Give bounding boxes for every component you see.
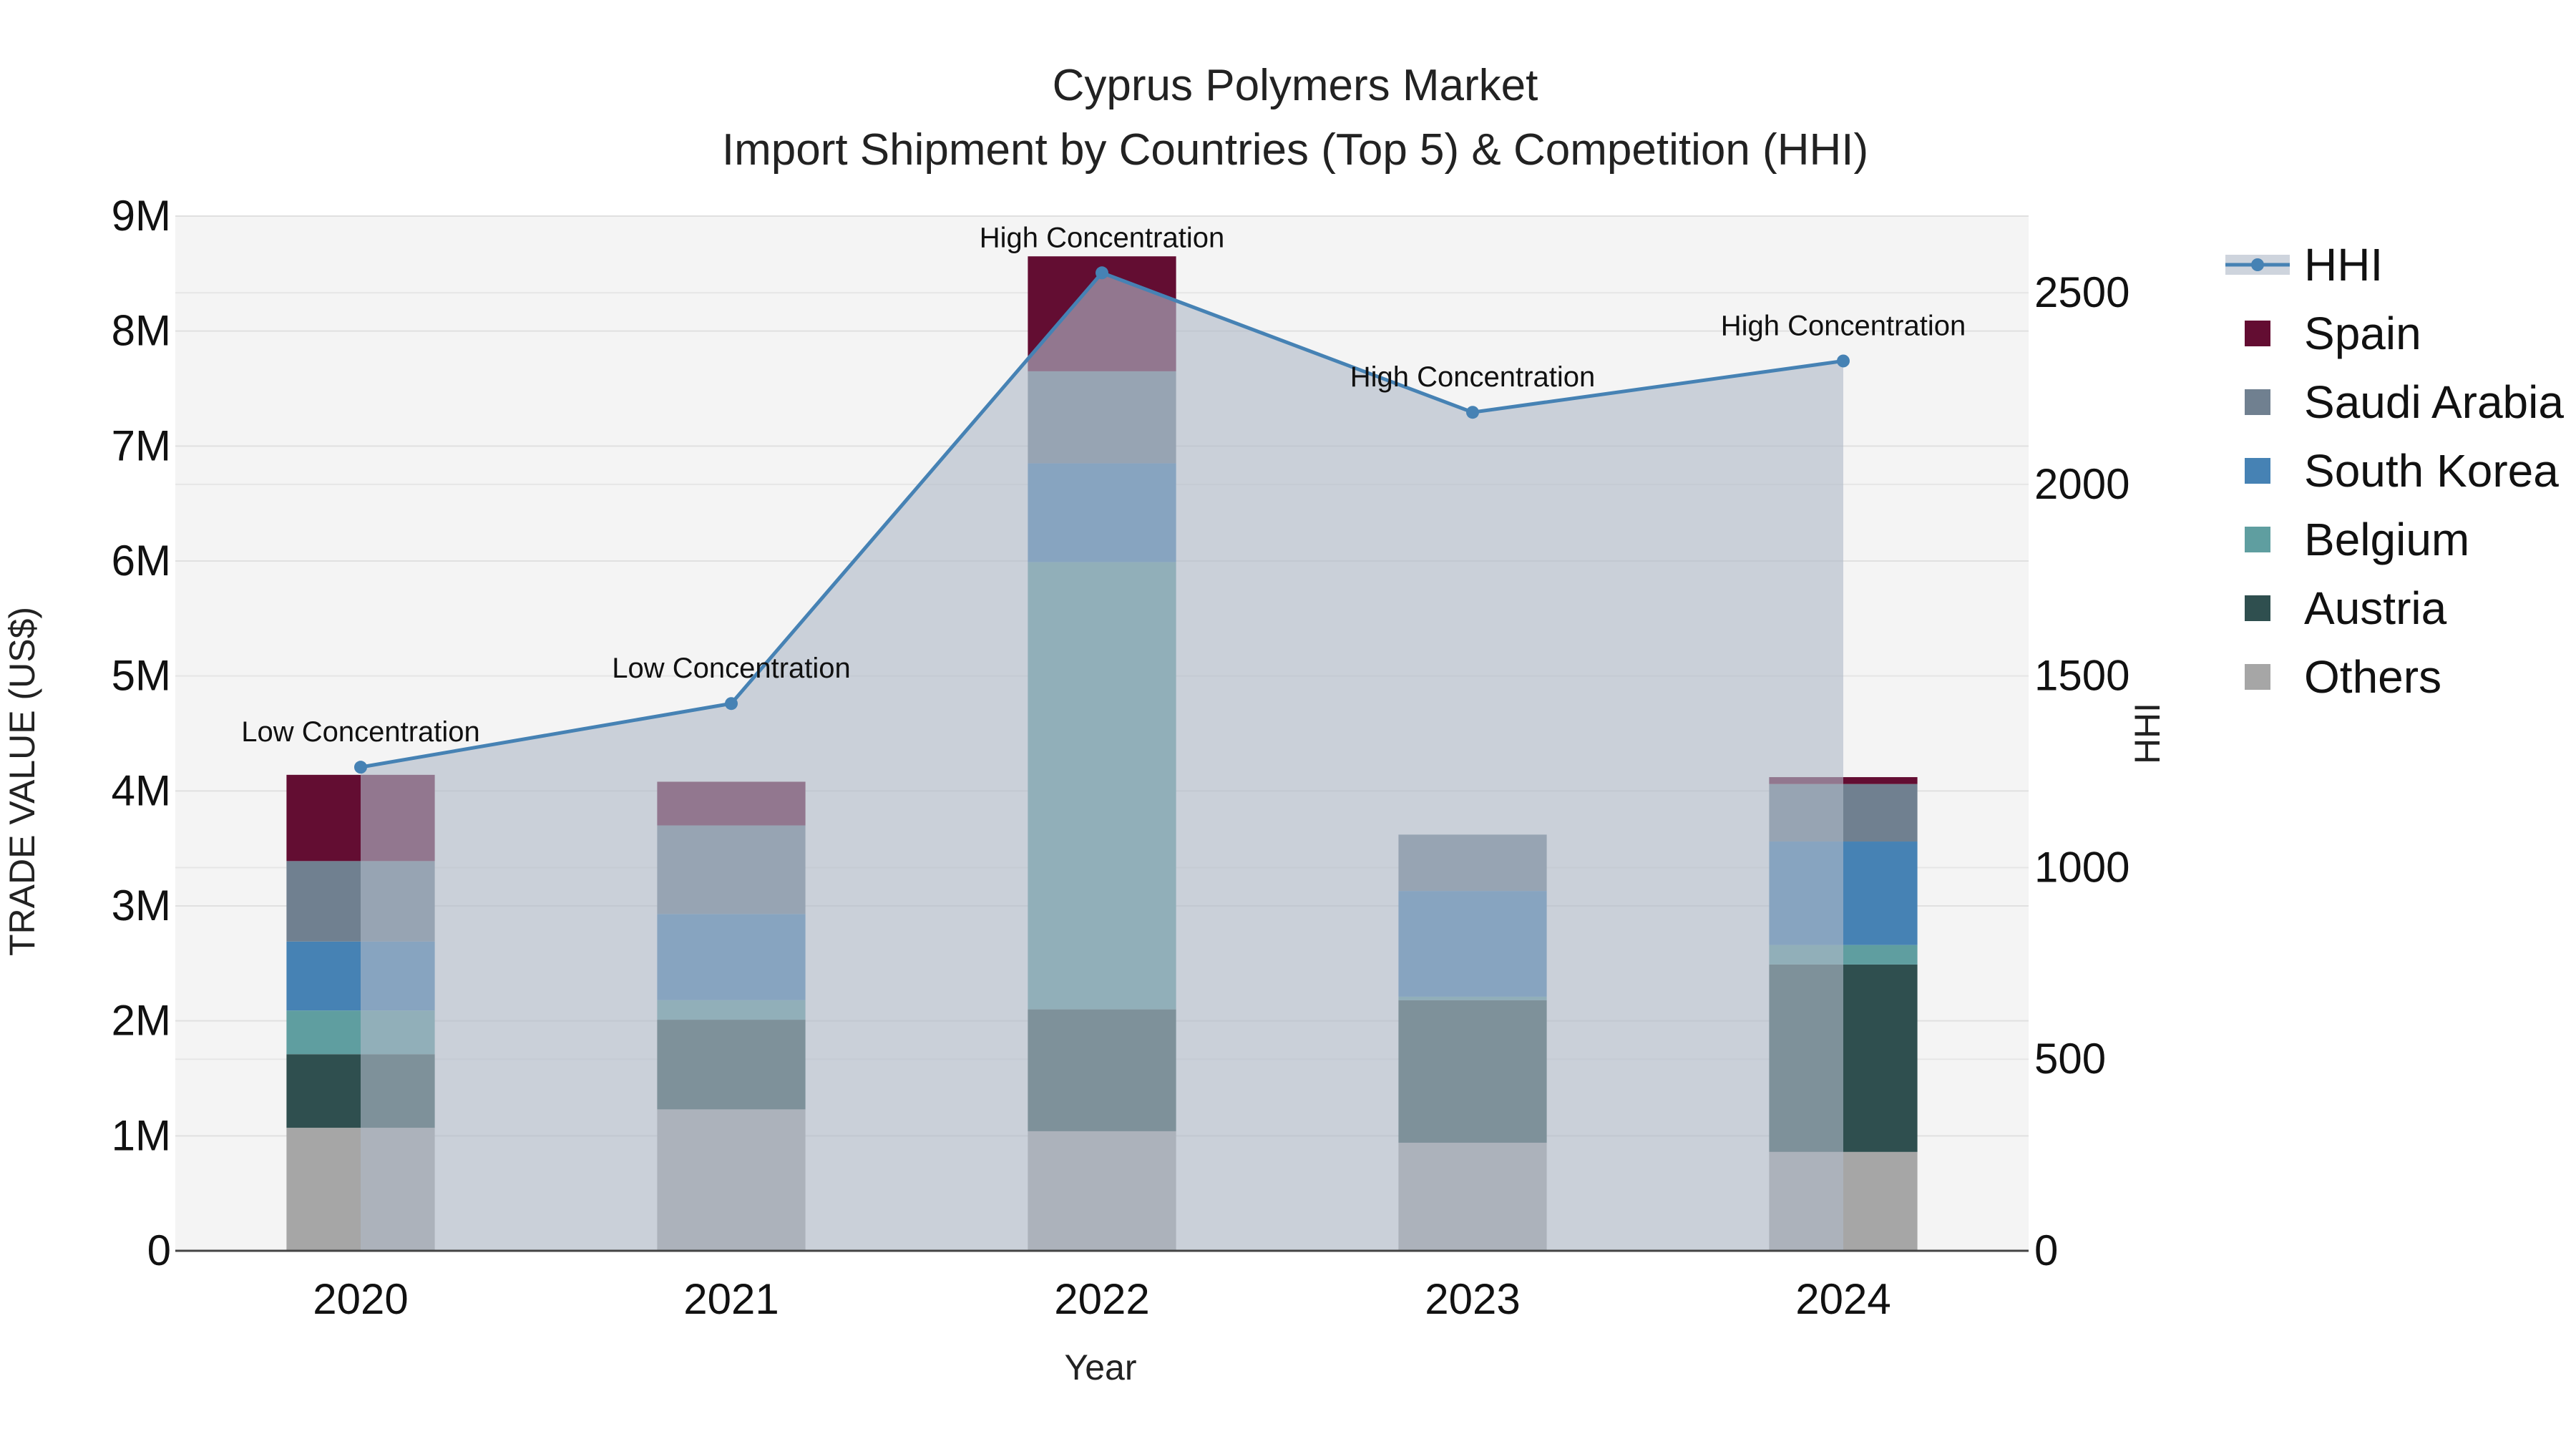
legend-swatch-austria — [2245, 595, 2270, 621]
chart-title: Cyprus Polymers Market — [1053, 61, 1538, 110]
hhi-area — [361, 273, 1843, 1251]
y-axis-label: TRADE VALUE (US$) — [2, 607, 42, 956]
x-tick-label: 2020 — [313, 1275, 408, 1323]
x-tick-label: 2024 — [1795, 1275, 1890, 1323]
y2-tick-label: 0 — [2034, 1226, 2058, 1274]
y2-tick-label: 1500 — [2034, 652, 2129, 700]
x-axis-label: Year — [1064, 1347, 1136, 1387]
legend-swatch-others — [2245, 664, 2270, 690]
hhi-point-2020 — [354, 761, 367, 774]
x-tick-label: 2022 — [1054, 1275, 1149, 1323]
y-tick-label: 6M — [112, 537, 171, 585]
legend-label-belgium: Belgium — [2304, 514, 2469, 565]
y-tick-label: 1M — [112, 1111, 171, 1159]
hhi-point-2023 — [1466, 406, 1479, 419]
x-tick-label: 2021 — [683, 1275, 779, 1323]
legend-swatch-spain — [2245, 321, 2270, 346]
y-tick-label: 4M — [112, 766, 171, 814]
y-tick-label: 9M — [112, 192, 171, 240]
y-tick-label: 0 — [147, 1226, 171, 1274]
legend: HHI Spain Saudi Arabia South Korea Belgium Au… — [2225, 239, 2564, 703]
hhi-annotation-2024: High Concentration — [1721, 310, 1966, 341]
y-tick-label: 7M — [112, 421, 171, 469]
hhi-annotation-2021: Low Concentration — [612, 653, 851, 684]
y-tick-label: 5M — [112, 652, 171, 700]
hhi-annotation-2020: Low Concentration — [241, 716, 480, 748]
chart-subtitle: Import Shipment by Countries (Top 5) & C… — [722, 125, 1868, 175]
legend-label-hhi: HHI — [2304, 239, 2383, 291]
legend-label-austria: Austria — [2304, 582, 2447, 634]
legend-label-saudi-arabia: Saudi Arabia — [2304, 376, 2564, 428]
hhi-point-2022 — [1096, 266, 1108, 280]
y-tick-label: 2M — [112, 997, 171, 1045]
y2-tick-label: 2500 — [2034, 268, 2129, 316]
hhi-annotation-2023: High Concentration — [1350, 361, 1595, 393]
y2-tick-label: 1000 — [2034, 843, 2129, 891]
legend-swatch-hhi-marker — [2251, 258, 2264, 271]
hhi-point-2024 — [1837, 354, 1850, 368]
x-tick-label: 2023 — [1425, 1275, 1520, 1323]
legend-swatch-saudi-arabia — [2245, 389, 2270, 415]
legend-label-south-korea: South Korea — [2304, 445, 2559, 497]
hhi-point-2021 — [725, 697, 738, 711]
y-tick-label: 3M — [112, 882, 171, 930]
y-tick-label: 8M — [112, 307, 171, 355]
hhi-annotation-2022: High Concentration — [980, 222, 1224, 253]
y2-tick-label: 500 — [2034, 1035, 2106, 1083]
legend-label-others: Others — [2304, 651, 2441, 703]
y2-axis-label: HHI — [2127, 703, 2167, 764]
legend-swatch-south-korea — [2245, 458, 2270, 484]
y2-tick-label: 2000 — [2034, 460, 2129, 508]
legend-swatch-belgium — [2245, 527, 2270, 552]
legend-label-spain: Spain — [2304, 308, 2421, 359]
